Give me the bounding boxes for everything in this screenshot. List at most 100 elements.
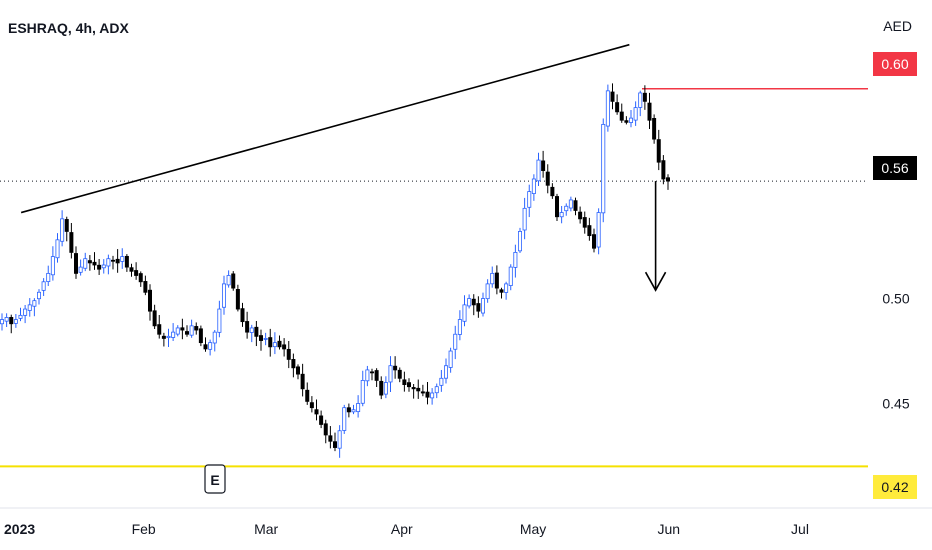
candle-body[interactable] <box>19 315 22 318</box>
candle-body[interactable] <box>565 206 568 210</box>
candle-body[interactable] <box>135 271 138 276</box>
candle-body[interactable] <box>403 380 406 385</box>
candle-body[interactable] <box>167 336 170 337</box>
candle-body[interactable] <box>107 259 110 266</box>
candle-body[interactable] <box>394 366 397 370</box>
candle-body[interactable] <box>551 187 554 195</box>
candle-body[interactable] <box>666 178 669 181</box>
candle-body[interactable] <box>643 93 646 101</box>
candle-body[interactable] <box>199 329 202 343</box>
candle-body[interactable] <box>625 121 628 123</box>
candle-body[interactable] <box>292 359 295 367</box>
candle-body[interactable] <box>195 326 198 330</box>
candle-body[interactable] <box>384 383 387 395</box>
candle-body[interactable] <box>148 290 151 311</box>
candle-body[interactable] <box>98 265 101 269</box>
candle-body[interactable] <box>241 309 244 322</box>
candle-body[interactable] <box>181 328 184 330</box>
candle-body[interactable] <box>61 219 64 241</box>
candle-body[interactable] <box>121 257 124 262</box>
candle-body[interactable] <box>357 403 360 411</box>
candle-body[interactable] <box>236 289 239 309</box>
candle-body[interactable] <box>352 410 355 412</box>
candle-body[interactable] <box>125 256 128 267</box>
candle-body[interactable] <box>347 408 350 412</box>
candle-body[interactable] <box>190 326 193 335</box>
candle-body[interactable] <box>583 218 586 228</box>
candle-body[interactable] <box>620 112 623 120</box>
candle-body[interactable] <box>629 118 632 122</box>
candle-body[interactable] <box>14 320 17 324</box>
candle-body[interactable] <box>273 343 276 347</box>
candle-body[interactable] <box>579 212 582 219</box>
candle-body[interactable] <box>380 381 383 395</box>
candle-body[interactable] <box>218 309 221 332</box>
candle-body[interactable] <box>486 284 489 299</box>
candle-body[interactable] <box>454 334 457 349</box>
candle-body[interactable] <box>278 341 281 347</box>
candle-body[interactable] <box>259 336 262 341</box>
candle-body[interactable] <box>518 231 521 250</box>
candle-body[interactable] <box>51 257 54 275</box>
candle-body[interactable] <box>222 284 225 307</box>
candle-body[interactable] <box>246 321 249 332</box>
candle-body[interactable] <box>440 378 443 385</box>
candle-body[interactable] <box>481 299 484 313</box>
candle-body[interactable] <box>458 320 461 335</box>
event-marker[interactable]: E <box>205 465 225 493</box>
candle-body[interactable] <box>227 275 230 284</box>
candle-body[interactable] <box>505 284 508 293</box>
candle-body[interactable] <box>28 305 31 311</box>
candle-body[interactable] <box>370 372 373 373</box>
x-axis[interactable]: 2023 Feb Mar Apr May Jun Jul <box>4 521 809 537</box>
candle-body[interactable] <box>361 380 364 403</box>
candle-body[interactable] <box>449 351 452 367</box>
candle-body[interactable] <box>366 370 369 381</box>
candle-body[interactable] <box>500 290 503 292</box>
candle-body[interactable] <box>130 268 133 272</box>
candle-body[interactable] <box>648 103 651 120</box>
candle-body[interactable] <box>639 93 642 107</box>
candle-body[interactable] <box>407 383 410 387</box>
candle-body[interactable] <box>431 393 434 398</box>
candle-body[interactable] <box>560 213 563 217</box>
trendline[interactable] <box>21 45 629 213</box>
candle-body[interactable] <box>468 299 471 306</box>
candle-body[interactable] <box>209 343 212 350</box>
candle-body[interactable] <box>176 328 179 334</box>
candle-body[interactable] <box>662 161 665 179</box>
candle-body[interactable] <box>306 390 309 401</box>
candle-body[interactable] <box>5 317 8 321</box>
candle-body[interactable] <box>555 196 558 216</box>
candle-body[interactable] <box>528 192 531 208</box>
candle-body[interactable] <box>542 161 545 171</box>
candle-body[interactable] <box>606 91 609 126</box>
candle-body[interactable] <box>315 410 318 414</box>
candle-body[interactable] <box>158 325 161 335</box>
candle-body[interactable] <box>634 108 637 120</box>
candle-body[interactable] <box>532 179 535 194</box>
candle-body[interactable] <box>653 118 656 139</box>
candle-body[interactable] <box>139 274 142 282</box>
candle-body[interactable] <box>47 273 50 281</box>
candle-body[interactable] <box>320 416 323 425</box>
candle-body[interactable] <box>287 349 290 359</box>
candle-body[interactable] <box>74 254 77 274</box>
candle-body[interactable] <box>0 320 3 324</box>
candle-body[interactable] <box>333 442 336 448</box>
candle-body[interactable] <box>37 292 40 298</box>
candle-body[interactable] <box>310 403 313 408</box>
candle-body[interactable] <box>537 160 540 181</box>
candle-body[interactable] <box>611 92 614 101</box>
candle-body[interactable] <box>421 392 424 393</box>
candle-body[interactable] <box>116 259 119 263</box>
candle-body[interactable] <box>569 200 572 208</box>
candle-body[interactable] <box>324 424 327 435</box>
candle-body[interactable] <box>33 301 36 307</box>
candle-body[interactable] <box>162 336 165 338</box>
candle-body[interactable] <box>343 408 346 431</box>
candle-body[interactable] <box>296 367 299 374</box>
candle-body[interactable] <box>602 124 605 212</box>
candle-body[interactable] <box>375 371 378 381</box>
candle-body[interactable] <box>144 281 147 292</box>
